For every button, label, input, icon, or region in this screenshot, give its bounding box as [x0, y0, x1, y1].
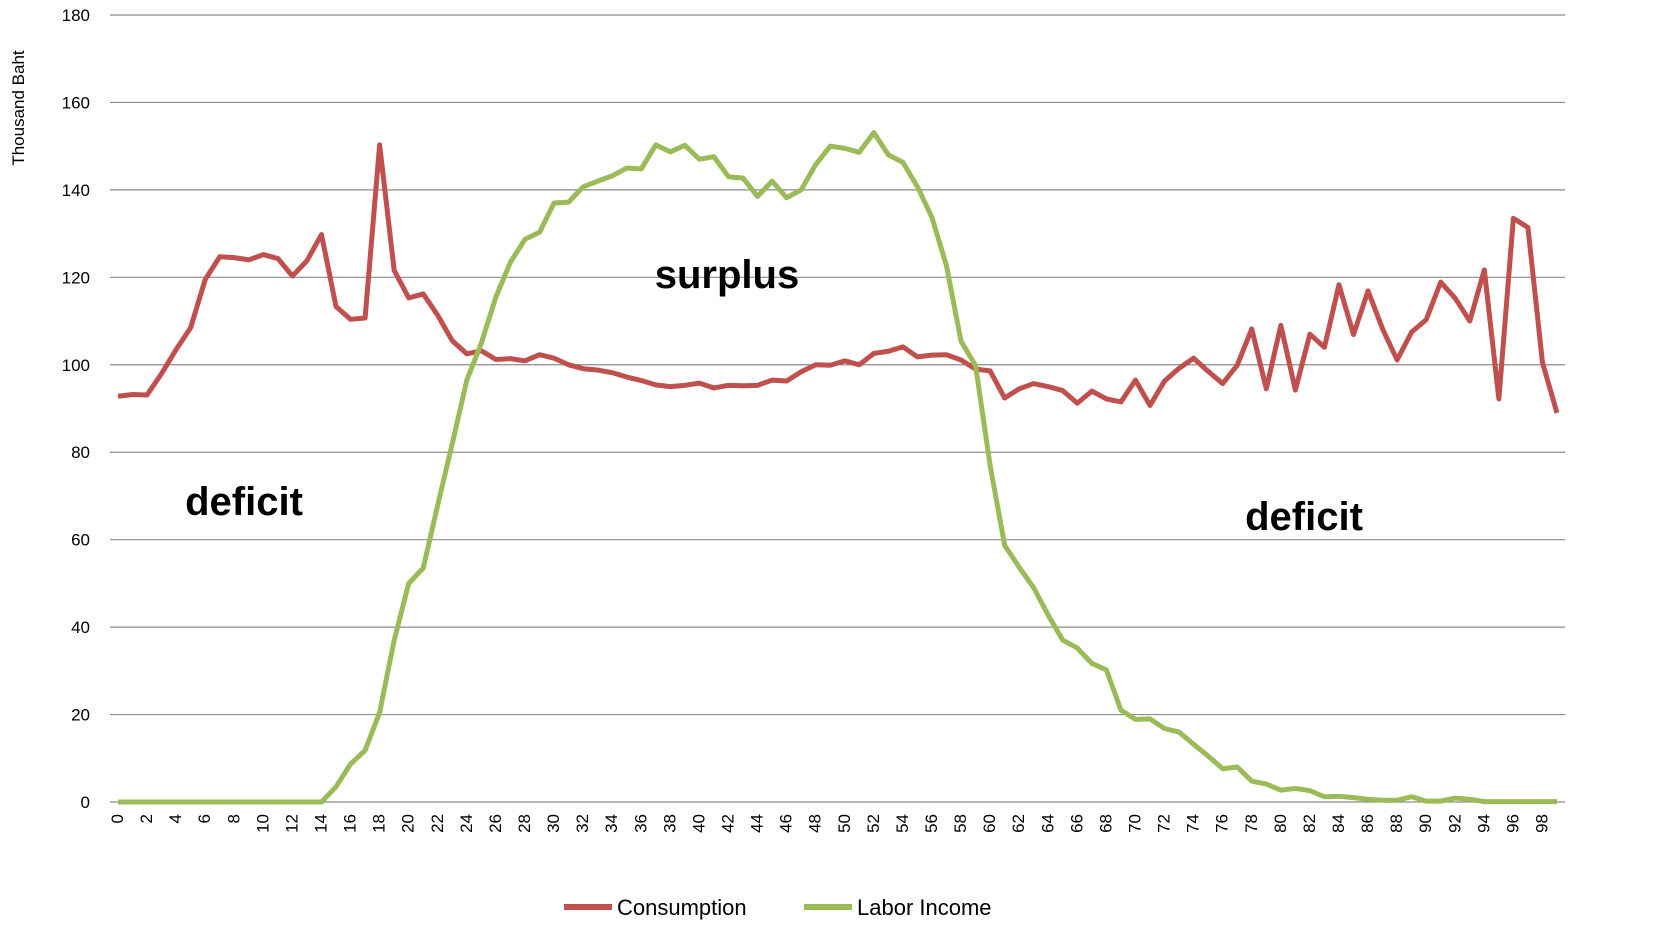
x-tick-label: 52 — [864, 814, 883, 833]
y-tick-label: 140 — [62, 181, 90, 200]
x-tick-label: 10 — [253, 814, 272, 833]
x-tick-label: 4 — [166, 814, 185, 823]
y-axis-label: Thousand Baht — [9, 50, 28, 166]
annotation: deficit — [1245, 495, 1363, 539]
y-tick-label: 40 — [71, 618, 90, 637]
y-tick-label: 80 — [71, 443, 90, 462]
x-tick-label: 86 — [1358, 814, 1377, 833]
x-tick-label: 2 — [137, 814, 156, 823]
annotation: surplus — [655, 253, 799, 297]
x-tick-label: 8 — [224, 814, 243, 823]
x-tick-label: 30 — [544, 814, 563, 833]
x-tick-label: 38 — [660, 814, 679, 833]
x-tick-label: 40 — [689, 814, 708, 833]
x-tick-label: 92 — [1445, 814, 1464, 833]
y-tick-label: 20 — [71, 706, 90, 725]
x-tick-label: 0 — [108, 814, 127, 823]
x-tick-label: 64 — [1038, 814, 1057, 833]
x-tick-label: 6 — [195, 814, 214, 823]
x-tick-label: 62 — [1009, 814, 1028, 833]
x-tick-label: 76 — [1213, 814, 1232, 833]
x-tick-label: 84 — [1329, 814, 1348, 833]
x-tick-label: 50 — [835, 814, 854, 833]
x-tick-label: 56 — [922, 814, 941, 833]
y-tick-label: 180 — [62, 6, 90, 25]
x-tick-label: 44 — [748, 814, 767, 833]
x-tick-label: 70 — [1125, 814, 1144, 833]
x-tick-label: 42 — [718, 814, 737, 833]
x-tick-label: 94 — [1474, 814, 1493, 833]
x-tick-label: 24 — [457, 814, 476, 833]
x-tick-label: 46 — [777, 814, 796, 833]
y-tick-label: 60 — [71, 531, 90, 550]
series-line — [118, 130, 1557, 805]
series-line — [117, 142, 1560, 414]
legend-label: Consumption — [617, 895, 747, 920]
x-tick-label: 12 — [282, 814, 301, 833]
x-tick-label: 98 — [1532, 814, 1551, 833]
x-tick-label: 18 — [370, 814, 389, 833]
y-tick-label: 100 — [62, 356, 90, 375]
legend-label: Labor Income — [857, 895, 992, 920]
x-tick-label: 22 — [428, 814, 447, 833]
x-tick-label: 48 — [806, 814, 825, 833]
annotation: deficit — [185, 480, 303, 524]
x-tick-label: 16 — [341, 814, 360, 833]
x-tick-label: 60 — [980, 814, 999, 833]
x-tick-label: 26 — [486, 814, 505, 833]
x-tick-label: 90 — [1416, 814, 1435, 833]
x-tick-label: 54 — [893, 814, 912, 833]
x-tick-label: 80 — [1271, 814, 1290, 833]
x-tick-label: 68 — [1096, 814, 1115, 833]
x-tick-label: 96 — [1503, 814, 1522, 833]
x-tick-label: 28 — [515, 814, 534, 833]
y-tick-label: 120 — [62, 268, 90, 287]
x-tick-label: 66 — [1067, 814, 1086, 833]
x-tick-label: 34 — [602, 814, 621, 833]
y-tick-label: 0 — [81, 793, 90, 812]
x-tick-label: 14 — [311, 814, 330, 833]
x-tick-label: 20 — [399, 814, 418, 833]
x-tick-label: 78 — [1242, 814, 1261, 833]
x-tick-label: 88 — [1387, 814, 1406, 833]
x-tick-label: 58 — [951, 814, 970, 833]
x-tick-label: 82 — [1300, 814, 1319, 833]
x-tick-label: 36 — [631, 814, 650, 833]
y-tick-label: 160 — [62, 93, 90, 112]
x-tick-label: 74 — [1184, 814, 1203, 833]
x-tick-label: 72 — [1155, 814, 1174, 833]
x-tick-label: 32 — [573, 814, 592, 833]
